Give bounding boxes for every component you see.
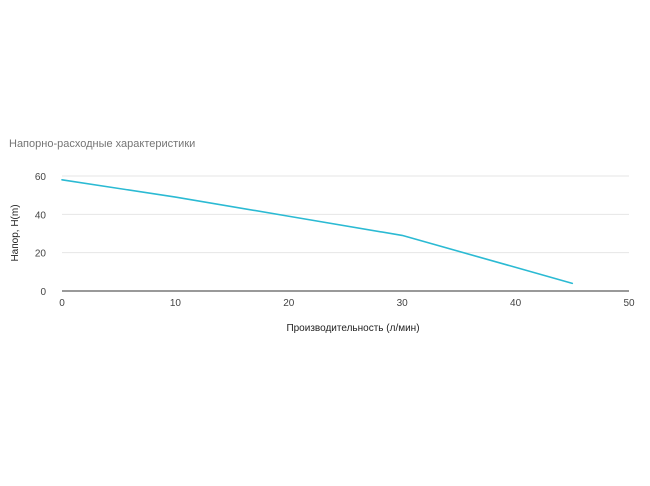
- y-tick-label: 20: [35, 249, 47, 260]
- x-axis-label: Производительность (л/мин): [286, 323, 419, 334]
- chart-title: Напорно-расходные характеристики: [9, 138, 196, 150]
- series-line: [61, 179, 574, 285]
- x-tick-label: 30: [397, 298, 409, 309]
- x-tick-label: 20: [283, 298, 295, 309]
- series-layer: [61, 179, 574, 285]
- y-axis-label: Напор, H(m): [10, 204, 21, 261]
- y-tick-label: 40: [35, 210, 47, 221]
- y-tick-label: 60: [35, 172, 47, 183]
- x-tick-labels: 0 10 20 30 40 50: [59, 298, 635, 309]
- y-tick-labels: 0 20 40 60: [35, 172, 47, 298]
- x-tick-label: 10: [170, 298, 182, 309]
- x-tick-label: 40: [510, 298, 522, 309]
- x-tick-label: 0: [59, 298, 65, 309]
- y-tick-label: 0: [40, 287, 46, 298]
- x-tick-label: 50: [623, 298, 635, 309]
- grid-lines: [62, 175, 629, 292]
